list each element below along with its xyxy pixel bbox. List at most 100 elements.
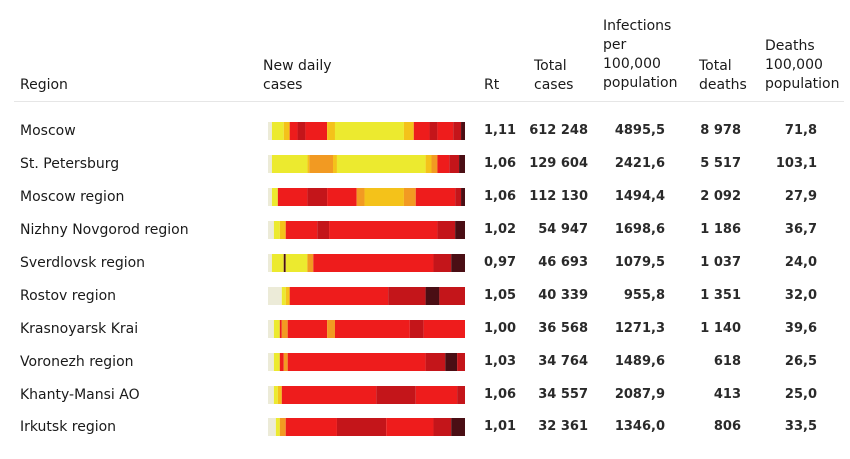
heat-segment [289, 122, 298, 140]
total-deaths-value: 1 037 [700, 255, 741, 270]
table-row: Krasnoyarsk Krai 1,00 36 568 1271,3 1 140 39,… [0, 318, 850, 348]
new-daily-cases-heat-strip [268, 254, 465, 272]
table-row: Moscow region 1,06 112 130 1494,4 2 092 27,9 [0, 186, 850, 216]
deaths-per-100k-value: 25,0 [784, 387, 817, 402]
heat-segment [376, 386, 416, 404]
total-deaths-value: 618 [713, 354, 741, 369]
heat-segment [333, 155, 337, 173]
heat-segment [327, 122, 335, 140]
heat-segment [279, 353, 284, 371]
heat-segment [283, 122, 290, 140]
header-rt: Rt [484, 77, 500, 93]
heat-segment [271, 122, 284, 140]
heat-segment [327, 188, 357, 206]
heat-segment [271, 188, 278, 206]
heat-segment [455, 221, 465, 239]
heat-strip-svg [268, 320, 465, 338]
rt-value: 1,00 [484, 321, 517, 336]
header-total-deaths: Total deaths [699, 58, 747, 93]
heat-segment [433, 418, 452, 436]
heat-segment [305, 122, 328, 140]
heat-segment [437, 221, 456, 239]
new-daily-cases-heat-strip [268, 188, 465, 206]
heat-segment [285, 221, 318, 239]
total-deaths-value: 2 092 [700, 189, 741, 204]
heat-segment [386, 418, 434, 436]
heat-strip-svg [268, 221, 465, 239]
heat-segment [285, 418, 337, 436]
heat-segment [275, 418, 280, 436]
total-deaths-value: 1 186 [700, 222, 741, 237]
heat-segment [297, 122, 306, 140]
deaths-per-100k-value: 27,9 [784, 189, 817, 204]
heat-segment [273, 353, 280, 371]
deaths-per-100k-value: 39,6 [784, 321, 817, 336]
heat-segment [364, 188, 404, 206]
heat-segment [268, 122, 272, 140]
heat-segment [287, 353, 426, 371]
heat-segment [409, 320, 424, 338]
heat-strip-svg [268, 254, 465, 272]
heat-segment [279, 320, 282, 338]
heat-strip-svg [268, 386, 465, 404]
heat-segment [415, 386, 458, 404]
heat-strip-svg [268, 122, 465, 140]
region-name: Krasnoyarsk Krai [20, 321, 139, 337]
heat-segment [334, 320, 410, 338]
heat-segment [307, 188, 328, 206]
heat-segment [461, 122, 465, 140]
header-total-cases: Total cases [534, 58, 574, 93]
new-daily-cases-heat-strip [268, 287, 465, 305]
total-deaths-value: 1 351 [700, 288, 741, 303]
heat-segment [273, 386, 278, 404]
heat-segment [457, 386, 465, 404]
heat-strip-svg [268, 188, 465, 206]
heat-segment [457, 353, 465, 371]
heat-segment [425, 287, 440, 305]
header-new-daily-cases: New daily cases [263, 58, 332, 93]
heat-segment [307, 254, 314, 272]
heat-segment [277, 386, 282, 404]
infections-per-100k-value: 955,8 [623, 288, 665, 303]
infections-per-100k-value: 1346,0 [614, 419, 665, 434]
region-name: Voronezh region [20, 354, 134, 370]
new-daily-cases-heat-strip [268, 418, 465, 436]
heat-segment [271, 155, 308, 173]
deaths-per-100k-value: 26,5 [784, 354, 817, 369]
heat-segment [439, 287, 465, 305]
heat-segment [268, 155, 272, 173]
heat-segment [425, 155, 432, 173]
heat-segment [285, 254, 308, 272]
heat-segment [287, 320, 328, 338]
total-cases-value: 36 568 [538, 321, 588, 336]
header-region: Region [20, 77, 68, 93]
heat-segment [356, 188, 365, 206]
region-name: Moscow region [20, 189, 125, 205]
heat-segment [327, 320, 335, 338]
heat-strip-svg [268, 155, 465, 173]
region-name: Rostov region [20, 288, 117, 304]
header-infections-per-100k: Infections per 100,000 population [603, 18, 678, 91]
region-name: Moscow [20, 123, 76, 139]
region-name: Khanty-Mansi AO [20, 387, 140, 403]
heat-segment [268, 188, 272, 206]
heat-segment [437, 122, 454, 140]
rt-value: 1,06 [484, 189, 517, 204]
new-daily-cases-heat-strip [268, 122, 465, 140]
total-deaths-value: 5 517 [700, 156, 741, 171]
deaths-per-100k-value: 36,7 [784, 222, 817, 237]
rt-value: 1,06 [484, 387, 517, 402]
heat-segment [461, 188, 465, 206]
total-cases-value: 129 604 [529, 156, 588, 171]
header-deaths-per-100k: Deaths 100,000 population [765, 38, 840, 92]
heat-segment [307, 155, 310, 173]
total-cases-value: 34 764 [538, 354, 588, 369]
heat-segment [415, 188, 456, 206]
heat-segment [285, 287, 290, 305]
infections-per-100k-value: 4895,5 [614, 123, 665, 138]
new-daily-cases-heat-strip [268, 386, 465, 404]
total-cases-value: 112 130 [529, 189, 588, 204]
heat-segment [437, 155, 450, 173]
heat-segment [388, 287, 426, 305]
heat-segment [281, 287, 286, 305]
